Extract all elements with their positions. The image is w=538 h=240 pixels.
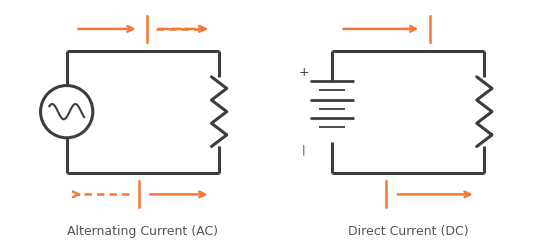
Text: |: | [302, 144, 306, 155]
Text: Alternating Current (AC): Alternating Current (AC) [67, 225, 218, 238]
Text: Direct Current (DC): Direct Current (DC) [348, 225, 469, 238]
Text: +: + [299, 66, 309, 79]
